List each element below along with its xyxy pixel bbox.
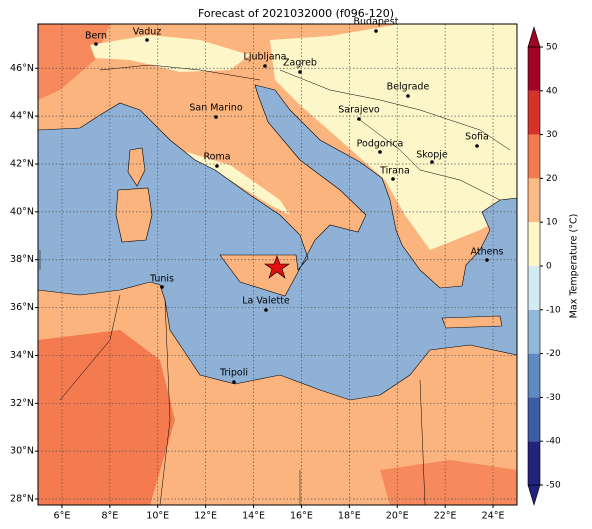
city-dot bbox=[475, 144, 479, 148]
city-label: Ljubljana bbox=[244, 52, 287, 63]
colorbar-band bbox=[528, 47, 540, 91]
city-dot bbox=[94, 42, 98, 46]
colorbar-tick-label: -50 bbox=[546, 481, 561, 491]
city-dot bbox=[215, 164, 219, 168]
city-dot bbox=[430, 160, 434, 164]
colorbar-band bbox=[528, 178, 540, 223]
colorbar-label: Max Temperature (°C) bbox=[569, 214, 580, 319]
colorbar-tick-label: -10 bbox=[546, 305, 561, 315]
hot-area bbox=[380, 460, 517, 505]
city-label: Budapest bbox=[354, 17, 399, 28]
lon-tick-label: 24°E bbox=[482, 511, 505, 522]
warm-area bbox=[38, 24, 110, 100]
city-dot bbox=[214, 115, 218, 119]
cold-area bbox=[90, 35, 250, 72]
city-label: Tunis bbox=[149, 274, 174, 285]
city-dot bbox=[145, 38, 149, 42]
lon-tick-label: 6°E bbox=[54, 511, 71, 522]
sardinia bbox=[115, 187, 153, 243]
lat-tick-label: 34°N bbox=[10, 350, 34, 361]
map bbox=[38, 24, 517, 505]
lon-tick-label: 14°E bbox=[242, 511, 265, 522]
corsica bbox=[127, 147, 146, 187]
city-label: Vaduz bbox=[133, 27, 162, 38]
colorbar: -50 -40 -30 -20 -10 0 10 20 30 40 50 bbox=[527, 25, 561, 507]
city-dot bbox=[485, 258, 489, 262]
city-dot bbox=[264, 308, 268, 312]
border bbox=[99, 64, 511, 201]
city-label: Tripoli bbox=[219, 368, 248, 379]
colorbar-tick-label: 40 bbox=[546, 86, 558, 96]
city-label: Tirana bbox=[379, 166, 410, 177]
city-dot bbox=[232, 380, 236, 384]
lat-tick-label: 40°N bbox=[10, 206, 34, 217]
lon-tick-label: 12°E bbox=[194, 511, 217, 522]
city-dot bbox=[406, 94, 410, 98]
city-dot bbox=[160, 285, 164, 289]
city-dot bbox=[263, 64, 267, 68]
colorbar-band bbox=[528, 309, 540, 354]
lat-tick-label: 28°N bbox=[10, 494, 34, 505]
lat-tick-label: 46°N bbox=[10, 63, 34, 74]
colorbar-band bbox=[528, 134, 540, 179]
city-label: Bern bbox=[85, 31, 107, 42]
lon-tick-label: 20°E bbox=[386, 511, 409, 522]
colorbar-tick-label: 10 bbox=[546, 218, 558, 228]
city-label: Sofia bbox=[465, 132, 489, 143]
lat-tick-label: 36°N bbox=[10, 302, 34, 313]
city-label: Zagreb bbox=[283, 58, 317, 69]
colorbar-band bbox=[528, 353, 540, 398]
colorbar-band bbox=[528, 222, 540, 266]
city-dot bbox=[391, 177, 395, 181]
colorbar-tick-label: -20 bbox=[546, 349, 561, 359]
lon-tick-label: 22°E bbox=[434, 511, 457, 522]
city-label: Athens bbox=[471, 247, 504, 258]
colorbar-tick-label: 50 bbox=[546, 43, 558, 53]
city-dot bbox=[357, 117, 361, 121]
city-dot bbox=[374, 29, 378, 33]
colorbar-band bbox=[528, 441, 540, 485]
city-label: La Valette bbox=[242, 296, 290, 307]
lon-tick-label: 18°E bbox=[338, 511, 361, 522]
lat-tick-label: 32°N bbox=[10, 398, 34, 409]
city-label: Sarajevo bbox=[338, 105, 380, 116]
city-label: Podgorica bbox=[357, 139, 404, 150]
map-frame bbox=[37, 23, 518, 506]
city-dot bbox=[298, 70, 302, 74]
lat-tick-label: 42°N bbox=[10, 158, 34, 169]
colorbar-extend-max bbox=[527, 25, 541, 48]
colorbar-tick-label: -30 bbox=[546, 393, 561, 403]
lat-tick-label: 38°N bbox=[10, 254, 34, 265]
colorbar-band bbox=[528, 266, 540, 310]
colorbar-tick-label: 0 bbox=[546, 262, 552, 272]
lon-tick-label: 16°E bbox=[290, 511, 313, 522]
colorbar-tick-label: -40 bbox=[546, 437, 561, 447]
forecast-star bbox=[264, 255, 290, 279]
title: Forecast of 2021032000 (f096-120) bbox=[198, 7, 394, 20]
lon-tick-label: 8°E bbox=[101, 511, 118, 522]
hot-area bbox=[38, 330, 175, 505]
city-dot bbox=[378, 150, 382, 154]
colorbar-extend-min bbox=[527, 484, 541, 507]
lat-tick-label: 30°N bbox=[10, 446, 34, 457]
city-label: Belgrade bbox=[387, 82, 430, 93]
colorbar-tick-label: 30 bbox=[546, 130, 558, 140]
colorbar-band bbox=[528, 90, 540, 135]
lat-tick-label: 44°N bbox=[10, 111, 34, 122]
colorbar-tick-label: 20 bbox=[546, 174, 558, 184]
lon-tick-label: 10°E bbox=[146, 511, 169, 522]
cities: Bern Vaduz Ljubljana Zagreb Budapest San… bbox=[85, 17, 504, 384]
city-label: Skopje bbox=[416, 150, 448, 161]
colorbar-band bbox=[528, 397, 540, 442]
city-label: San Marino bbox=[189, 103, 242, 114]
city-label: Roma bbox=[203, 152, 230, 163]
crete bbox=[441, 315, 503, 329]
cold-area bbox=[270, 24, 517, 250]
